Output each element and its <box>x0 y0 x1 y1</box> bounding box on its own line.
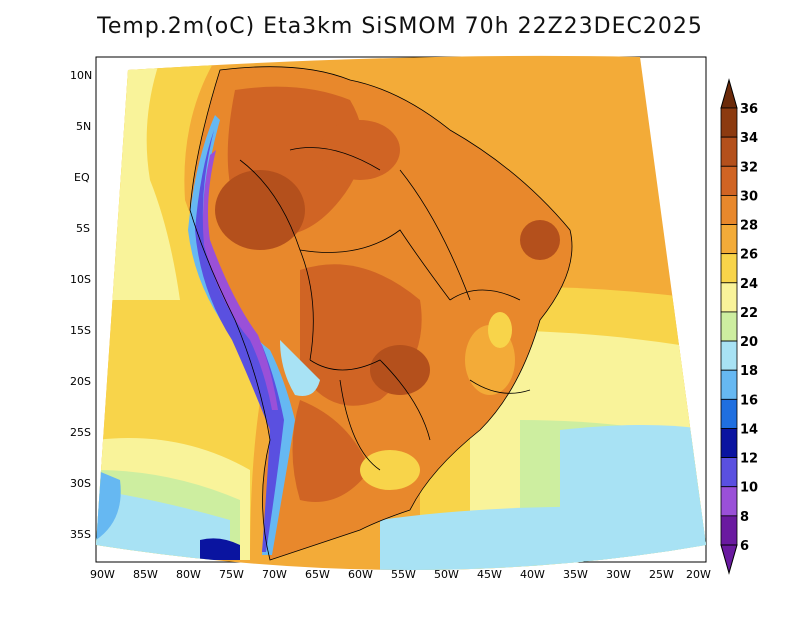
lon-tick: 30W <box>606 568 631 581</box>
colorbar-label: 18 <box>740 364 758 379</box>
lon-tick: 85W <box>133 568 158 581</box>
colorbar-label: 6 <box>740 539 749 554</box>
colorbar-top-arrow <box>720 78 738 109</box>
colorbar-segment <box>720 457 738 488</box>
colorbar-label: 8 <box>740 510 749 525</box>
colorbar-segment <box>720 165 738 196</box>
colorbar-label: 28 <box>740 219 758 234</box>
lon-tick: 55W <box>391 568 416 581</box>
lon-tick: 70W <box>262 568 287 581</box>
lat-tick: 10S <box>70 273 91 286</box>
colorbar-segment <box>720 369 738 400</box>
colorbar-label: 22 <box>740 306 758 321</box>
colorbar-label: 20 <box>740 335 758 350</box>
colorbar-label: 12 <box>740 452 758 467</box>
colorbar-label: 34 <box>740 131 758 146</box>
colorbar-segment <box>720 515 738 546</box>
colorbar-label: 30 <box>740 189 758 204</box>
colorbar-label: 26 <box>740 248 758 263</box>
colorbar-segment <box>720 253 738 284</box>
colorbar-bottom-arrow <box>720 544 738 575</box>
colorbar: 36 34 32 30 28 26 24 22 20 18 16 14 12 10 8 6 <box>720 78 758 575</box>
colorbar-segment <box>720 107 738 138</box>
lat-tick: 5N <box>76 120 91 133</box>
lon-tick: 35W <box>563 568 588 581</box>
country-borders <box>189 66 573 561</box>
lon-tick: 75W <box>219 568 244 581</box>
colorbar-label: 32 <box>740 160 758 175</box>
lon-tick: 25W <box>649 568 674 581</box>
colorbar-segment <box>720 340 738 371</box>
lat-tick: 15S <box>70 324 91 337</box>
colorbar-label: 16 <box>740 393 758 408</box>
lon-tick: 50W <box>434 568 459 581</box>
map-title: Temp.2m(oC) Eta3km SiSMOM 70h 22Z23DEC20… <box>97 14 703 39</box>
colorbar-segment <box>720 224 738 255</box>
lon-tick: 60W <box>348 568 373 581</box>
lat-tick: EQ <box>74 171 90 184</box>
colorbar-segment <box>720 194 738 225</box>
colorbar-label: 36 <box>740 102 758 117</box>
longitude-axis: 90W 85W 80W 75W 70W 65W 60W 55W 50W 45W … <box>90 568 711 581</box>
colorbar-segment <box>720 282 738 313</box>
lon-tick: 65W <box>305 568 330 581</box>
colorbar-segment <box>720 486 738 517</box>
colorbar-segment <box>720 398 738 429</box>
lon-tick: 90W <box>90 568 115 581</box>
lon-tick: 45W <box>477 568 502 581</box>
colorbar-label: 14 <box>740 422 758 437</box>
lat-tick: 35S <box>70 528 91 541</box>
temperature-field <box>96 55 706 570</box>
lon-tick: 80W <box>176 568 201 581</box>
colorbar-segment <box>720 136 738 167</box>
lon-tick: 20W <box>686 568 711 581</box>
colorbar-label: 24 <box>740 277 758 292</box>
colorbar-label: 10 <box>740 481 758 496</box>
lat-tick: 20S <box>70 375 91 388</box>
lat-tick: 30S <box>70 477 91 490</box>
colorbar-segment <box>720 428 738 459</box>
lat-tick: 10N <box>70 69 92 82</box>
colorbar-segment <box>720 311 738 342</box>
latitude-axis: 10N 5N EQ 5S 10S 15S 20S 25S 30S 35S <box>70 69 92 541</box>
lat-tick: 5S <box>76 222 90 235</box>
lon-tick: 40W <box>520 568 545 581</box>
lat-tick: 25S <box>70 426 91 439</box>
